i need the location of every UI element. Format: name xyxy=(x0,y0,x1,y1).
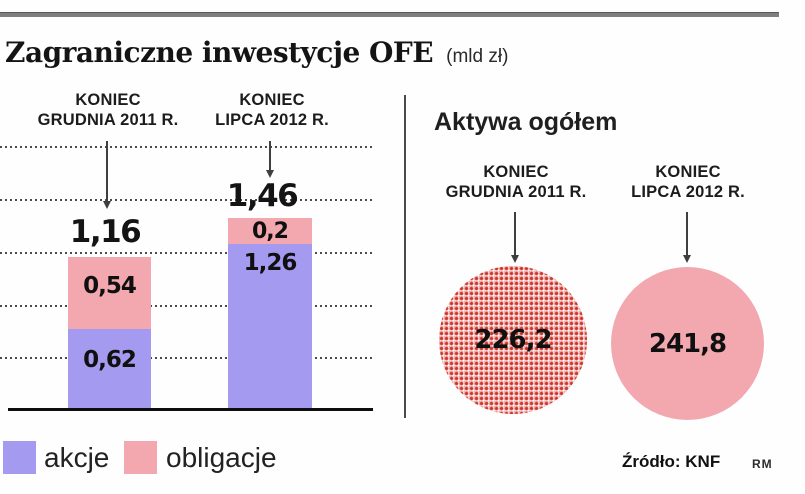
source-label: Źródło: KNF xyxy=(622,452,721,471)
bar2-obligacje-value: 0,2 xyxy=(252,219,289,244)
assets-circle-2011: 226,2 xyxy=(439,266,587,414)
legend-swatch-akcje xyxy=(3,441,36,474)
credit-label: RM xyxy=(752,457,773,471)
header: Zagraniczne inwestycje OFE (mld zł) xyxy=(5,36,508,69)
bar1-pointer-line xyxy=(106,141,108,202)
circle1-label-line1: KONIEC xyxy=(483,163,549,181)
legend-swatch-obligacje xyxy=(124,441,157,474)
legend-label-obligacje: obligacje xyxy=(166,442,277,473)
circle2-pointer-arrowhead-icon xyxy=(683,255,691,263)
bar1-obligacje-segment: 0,54 xyxy=(68,257,151,329)
bar1-pointer-arrowhead-icon xyxy=(103,201,111,209)
gridline xyxy=(0,199,372,201)
bar2-obligacje-segment: 0,2 xyxy=(228,218,312,244)
gridline xyxy=(0,357,372,359)
top-rule-divider xyxy=(0,12,779,17)
x-axis-line xyxy=(8,408,373,411)
bar2-pointer-arrowhead-icon xyxy=(266,170,274,178)
bar2-label-line1: KONIEC xyxy=(239,91,305,109)
bar1-akcje-value: 0,62 xyxy=(83,347,137,373)
assets-circle-2011-value: 226,2 xyxy=(474,325,552,355)
circle2-label-line2: LIPCA 2012 R. xyxy=(631,183,745,202)
bar2-label-line2: LIPCA 2012 R. xyxy=(215,111,329,130)
circle1-column-label: KONIEC GRUDNIA 2011 R. xyxy=(431,162,601,202)
circle2-column-label: KONIEC LIPCA 2012 R. xyxy=(603,162,773,202)
circle2-label-line1: KONIEC xyxy=(655,163,721,181)
circle1-pointer-line xyxy=(514,212,516,256)
gridline xyxy=(0,146,372,148)
bar2-column-label: KONIEC LIPCA 2012 R. xyxy=(192,90,352,130)
circle2-pointer-line xyxy=(686,212,688,256)
bar1-label-line1: KONIEC xyxy=(75,91,141,109)
legend-label-akcje: akcje xyxy=(44,442,110,473)
gridline xyxy=(0,252,372,254)
bar2-akcje-segment: 1,26 xyxy=(228,244,312,409)
bar2-pointer-line xyxy=(269,141,271,171)
unit-label: (mld zł) xyxy=(446,46,509,67)
section-divider xyxy=(404,95,406,418)
bar1-column-label: KONIEC GRUDNIA 2011 R. xyxy=(23,90,193,130)
bar1-obligacje-value: 0,54 xyxy=(83,273,137,299)
circle1-pointer-arrowhead-icon xyxy=(511,255,519,263)
assets-circle-2012-value: 241,8 xyxy=(648,328,727,359)
gridline xyxy=(0,305,372,307)
assets-circle-2012: 241,8 xyxy=(611,267,764,420)
bar2-total-value: 1,46 xyxy=(226,178,299,214)
assets-section-title: Aktywa ogółem xyxy=(434,108,618,136)
bar1-total-value: 1,16 xyxy=(69,214,142,250)
bar2-akcje-value: 1,26 xyxy=(243,250,298,276)
page-title: Zagraniczne inwestycje OFE xyxy=(5,36,434,69)
bar1-label-line2: GRUDNIA 2011 R. xyxy=(37,111,179,130)
circle1-label-line2: GRUDNIA 2011 R. xyxy=(445,183,587,202)
bar1-akcje-segment: 0,62 xyxy=(68,329,151,409)
